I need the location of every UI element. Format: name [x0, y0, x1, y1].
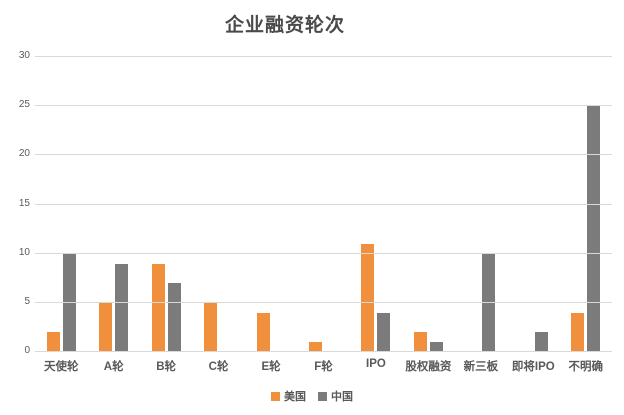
bar-group [87, 57, 139, 352]
legend-item: 美国 [271, 388, 306, 404]
y-tick-label: 20 [18, 148, 30, 160]
bar-美国 [204, 302, 218, 352]
y-tick-label: 0 [24, 345, 30, 356]
bar-美国 [413, 332, 427, 352]
bar-美国 [256, 312, 270, 352]
gridline [35, 252, 612, 254]
legend-label: 中国 [331, 391, 353, 403]
bar-group [245, 57, 297, 352]
legend-item: 中国 [318, 388, 353, 404]
y-tick-label: 5 [24, 295, 30, 307]
bar-group [455, 57, 507, 352]
bar-中国 [534, 332, 548, 352]
gridline [35, 351, 612, 352]
bar-group [402, 57, 454, 352]
bar-中国 [167, 283, 181, 352]
bar-group [140, 57, 192, 352]
category-label: IPO [366, 358, 386, 370]
gridline [35, 301, 612, 303]
bar-中国 [115, 263, 129, 352]
category-label: 即将IPO [511, 361, 555, 373]
gridline [35, 56, 612, 57]
bar-group [35, 57, 87, 352]
bar-group [192, 57, 244, 352]
bar-美国 [308, 342, 322, 352]
y-tick-label: 15 [18, 197, 30, 209]
x-axis-labels: 天使轮 A轮 B轮 C轮 E轮 F轮 IPO 股权融资 新三板 即将IPO 不明确 [35, 358, 612, 374]
y-tick-label: 10 [18, 246, 30, 258]
bar-美国 [571, 312, 585, 352]
category-label: B轮 [156, 361, 177, 373]
legend: 美国 中国 [0, 388, 624, 404]
plot-area: 0 5 10 15 20 25 30 [19, 50, 612, 356]
bar-group [297, 57, 349, 352]
gridline [35, 203, 612, 205]
y-tick-label: 25 [18, 99, 30, 111]
y-tick-label: 30 [18, 50, 30, 61]
category-label: A轮 [103, 361, 124, 373]
category-label: E轮 [261, 361, 281, 373]
bar-group [507, 57, 559, 352]
legend-label: 美国 [284, 391, 306, 403]
legend-swatch-icon [318, 391, 327, 401]
bar-美国 [46, 332, 60, 352]
category-label: 天使轮 [43, 361, 79, 373]
category-label: 不明确 [568, 361, 604, 373]
gridline [35, 154, 612, 156]
bar-groups [35, 57, 612, 352]
category-label: 股权融资 [405, 361, 452, 373]
chart-title: 企业融资轮次 [224, 15, 345, 36]
bar-group [350, 57, 402, 352]
category-label: F轮 [314, 361, 333, 373]
legend-swatch-icon [271, 391, 280, 401]
bar-美国 [151, 263, 165, 352]
bar-中国 [377, 312, 391, 352]
gridline [35, 105, 612, 107]
bar-美国 [99, 302, 113, 352]
category-label: 新三板 [463, 361, 499, 373]
bar-中国 [587, 106, 601, 352]
bar-group [560, 57, 612, 352]
bar-中国 [429, 342, 443, 352]
category-label: C轮 [208, 361, 229, 373]
bar-美国 [361, 243, 375, 352]
